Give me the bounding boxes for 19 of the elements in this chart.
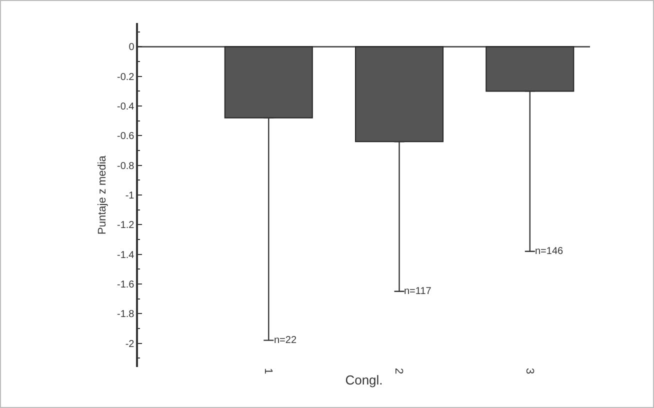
y-tick-label: -1.8 [117, 309, 135, 320]
x-axis-title: Congl. [345, 372, 383, 388]
x-tick-label: 2 [392, 368, 405, 374]
x-tick-label: 1 [262, 368, 274, 374]
y-tick-label: -0.4 [117, 102, 135, 113]
y-tick-label: -0.6 [117, 131, 135, 142]
y-tick-label: -1.2 [117, 220, 135, 232]
y-tick-label: -1.6 [117, 279, 135, 290]
y-tick-label: -0.8 [117, 160, 135, 172]
x-tick-label: 3 [523, 368, 536, 374]
y-tick-label: -0.2 [117, 72, 135, 83]
annotation: n=146 [535, 246, 564, 257]
y-tick-label: -1.4 [117, 250, 135, 261]
y-tick-label: -1 [125, 190, 135, 202]
y-axis-title: Puntaje z media [96, 154, 108, 234]
annotation: n=117 [404, 286, 432, 297]
y-tick-label: 0 [128, 42, 135, 54]
annotation: n=22 [274, 335, 297, 346]
y-tick-label: -2 [125, 338, 135, 350]
